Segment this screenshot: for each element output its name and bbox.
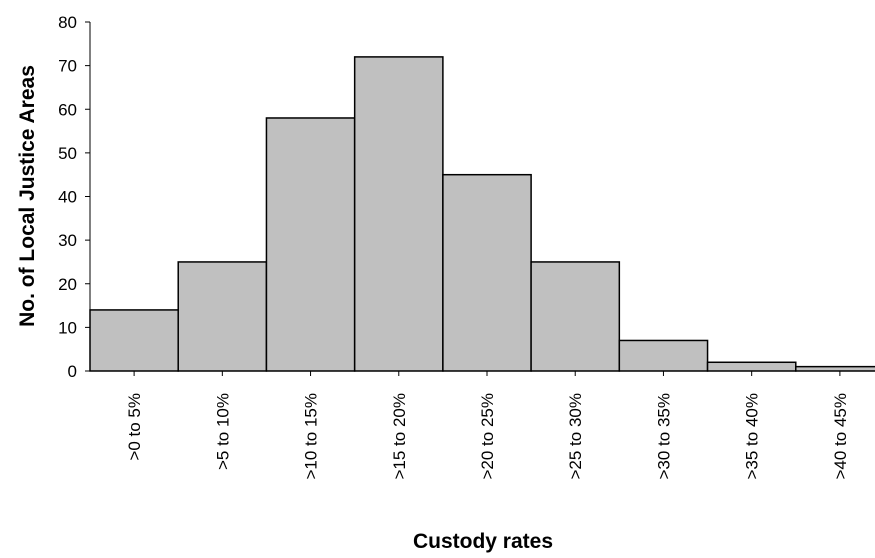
y-tick-label: 30 [58, 231, 77, 250]
bar-1 [90, 310, 178, 371]
x-tick-label: >20 to 25% [478, 393, 497, 480]
x-tick-label: >5 to 10% [213, 393, 232, 470]
x-tick-label: >15 to 20% [390, 393, 409, 480]
y-tick-label: 20 [58, 275, 77, 294]
x-tick-label: >10 to 15% [302, 393, 321, 480]
bar-4 [355, 57, 443, 371]
bar-7 [619, 340, 707, 371]
x-tick-label: >35 to 40% [743, 393, 762, 480]
bar-2 [178, 262, 266, 371]
y-axis-ticks: 0 10 20 30 40 50 60 70 80 [58, 13, 90, 381]
x-tick-label: >30 to 35% [654, 393, 673, 480]
x-tick-label: >0 to 5% [125, 393, 144, 461]
y-axis-title: No. of Local Justice Areas [16, 65, 39, 327]
bar-3 [266, 118, 354, 371]
x-tick-label: >25 to 30% [566, 393, 585, 480]
y-tick-label: 70 [58, 57, 77, 76]
y-tick-label: 80 [58, 13, 77, 32]
bar-8 [708, 362, 796, 371]
x-axis-tick-labels: >0 to 5% >5 to 10% >10 to 15% >15 to 20% >20… [125, 371, 850, 480]
y-tick-label: 60 [58, 100, 77, 119]
x-axis-title: Custody rates [413, 530, 553, 553]
bar-5 [443, 175, 531, 371]
x-tick-label: >40 to 45% [831, 393, 850, 480]
y-tick-label: 10 [58, 318, 77, 337]
bar-6 [531, 262, 619, 371]
y-tick-label: 0 [68, 362, 77, 381]
bars-group [90, 57, 875, 371]
y-tick-label: 50 [58, 144, 77, 163]
y-tick-label: 40 [58, 188, 77, 207]
bar-9 [796, 367, 875, 371]
